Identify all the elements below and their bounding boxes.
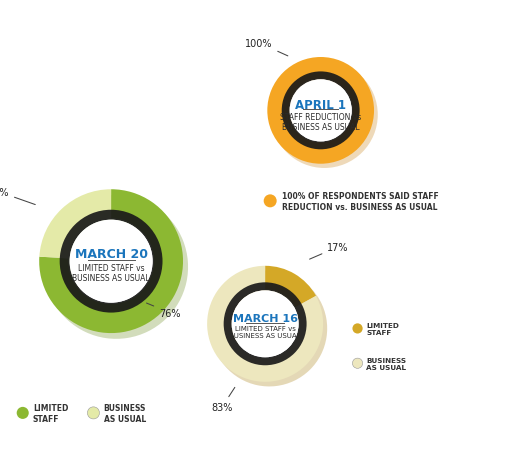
Circle shape [87,407,99,419]
Text: 100% OF RESPONDENTS SAID STAFF
REDUCTION vs. BUSINESS AS USUAL: 100% OF RESPONDENTS SAID STAFF REDUCTION… [282,192,438,211]
Text: 100%: 100% [245,38,288,57]
Circle shape [17,407,29,419]
Wedge shape [271,62,378,169]
Text: 24%: 24% [0,187,35,205]
Wedge shape [224,283,307,365]
Circle shape [70,220,153,303]
Wedge shape [39,190,111,259]
Circle shape [232,291,298,357]
Circle shape [352,358,363,369]
Text: MARCH 16: MARCH 16 [233,313,297,323]
Text: 17%: 17% [310,242,349,260]
Text: LIMITED STAFF vs
BUSINESS AS USUAL: LIMITED STAFF vs BUSINESS AS USUAL [229,325,301,338]
Text: LIMITED
STAFF: LIMITED STAFF [366,322,399,335]
Text: LIMITED STAFF vs
BUSINESS AS USUAL: LIMITED STAFF vs BUSINESS AS USUAL [72,263,150,282]
Text: BUSINESS
AS USUAL: BUSINESS AS USUAL [104,403,146,423]
Text: APRIL 1: APRIL 1 [295,99,346,112]
Text: 76%: 76% [146,303,181,318]
Wedge shape [265,266,316,307]
Wedge shape [267,58,374,164]
Text: LIMITED
STAFF: LIMITED STAFF [33,403,68,423]
Text: STAFF REDUCTION vs
BUSINESS AS USUAL: STAFF REDUCTION vs BUSINESS AS USUAL [280,113,361,132]
Circle shape [352,324,363,334]
Text: MARCH 20: MARCH 20 [75,247,147,260]
Wedge shape [207,266,323,382]
Circle shape [264,195,277,208]
Text: BUSINESS
AS USUAL: BUSINESS AS USUAL [366,357,406,370]
Wedge shape [39,190,183,333]
Wedge shape [282,72,360,150]
Wedge shape [44,195,116,265]
Text: 83%: 83% [212,388,235,412]
Circle shape [290,80,351,142]
Wedge shape [60,210,163,313]
Wedge shape [44,195,188,339]
Wedge shape [269,271,320,312]
Wedge shape [211,271,327,387]
